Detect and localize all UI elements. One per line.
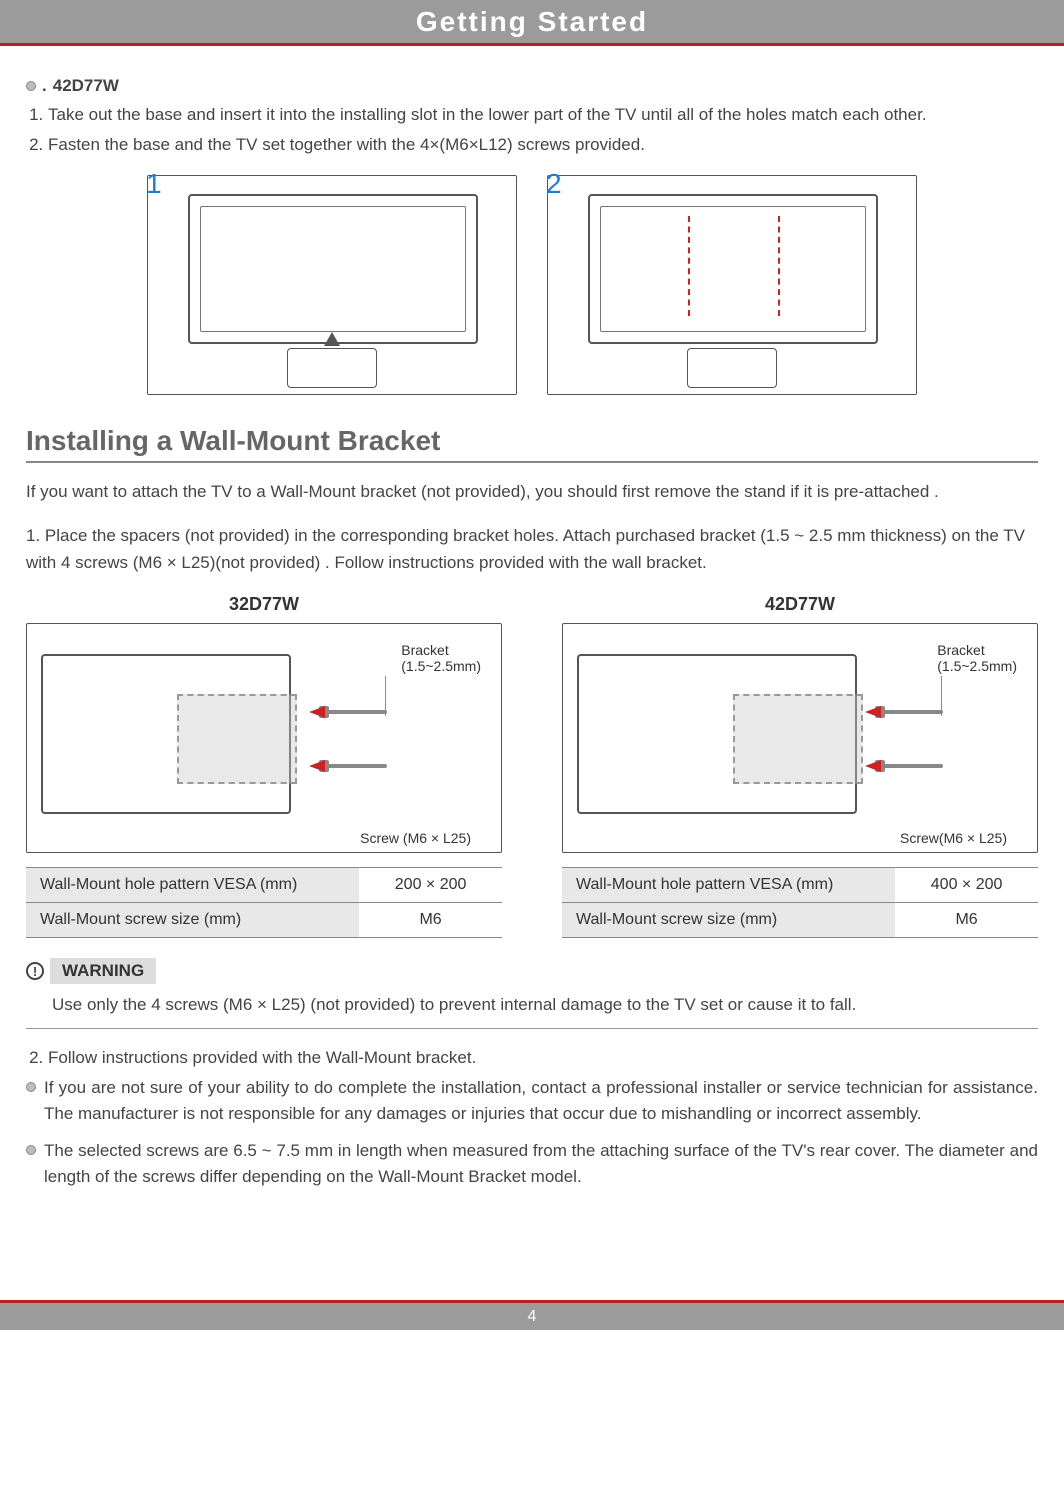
page-header: Getting Started <box>0 0 1064 46</box>
model-name: 42D77W <box>53 76 119 96</box>
bracket-callout: Bracket (1.5~2.5mm) <box>401 642 481 674</box>
bullet-paragraph: The selected screws are 6.5 ~ 7.5 mm in … <box>26 1138 1038 1191</box>
base-outline <box>687 348 777 388</box>
table-row: Wall-Mount screw size (mm) M6 <box>26 903 502 938</box>
warning-text: Use only the 4 screws (M6 × L25) (not pr… <box>52 992 1038 1018</box>
mount-model-title: 32D77W <box>26 594 502 615</box>
mount-model-title: 42D77W <box>562 594 1038 615</box>
screw-icon <box>327 764 387 768</box>
table-value: 400 × 200 <box>895 868 1038 903</box>
warning-icon: ! <box>26 962 44 980</box>
page-footer: 4 <box>0 1300 1064 1330</box>
tv-outline <box>588 194 878 344</box>
bracket-outline <box>733 694 863 784</box>
arrow-left-icon <box>309 706 325 718</box>
model-line: . 42D77W <box>26 76 1038 96</box>
screw-callout: Screw(M6 × L25) <box>900 830 1007 846</box>
table-label: Wall-Mount hole pattern VESA (mm) <box>26 868 359 903</box>
table-value: M6 <box>359 903 502 938</box>
tv-outline <box>188 194 478 344</box>
table-label: Wall-Mount screw size (mm) <box>562 903 895 938</box>
step-item: Take out the base and insert it into the… <box>48 102 1038 128</box>
arrow-up-icon <box>324 332 340 346</box>
page-content: . 42D77W Take out the base and insert it… <box>0 46 1064 1220</box>
step-item: Follow instructions provided with the Wa… <box>48 1045 1038 1071</box>
mount-figure: Bracket (1.5~2.5mm) Screw (M6 × L25) <box>26 623 502 853</box>
bullet-icon <box>26 1082 36 1092</box>
post-steps-list: Follow instructions provided with the Wa… <box>26 1045 1038 1071</box>
dashed-guide <box>778 216 780 316</box>
bullet-icon <box>26 1145 36 1155</box>
bullet-icon <box>26 81 36 91</box>
figure-number: 2 <box>546 168 562 200</box>
arrow-left-icon <box>309 760 325 772</box>
mount-figure: Bracket (1.5~2.5mm) Screw(M6 × L25) <box>562 623 1038 853</box>
warning-header: ! WARNING <box>26 958 1038 984</box>
table-value: M6 <box>895 903 1038 938</box>
mount-diagrams-row: 32D77W Bracket (1.5~2.5mm) Screw (M6 × L… <box>26 594 1038 938</box>
table-label: Wall-Mount hole pattern VESA (mm) <box>562 868 895 903</box>
wallmount-step1: 1. Place the spacers (not provided) in t… <box>26 523 1038 576</box>
vesa-table: Wall-Mount hole pattern VESA (mm) 400 × … <box>562 867 1038 938</box>
base-outline <box>287 348 377 388</box>
mount-col-32: 32D77W Bracket (1.5~2.5mm) Screw (M6 × L… <box>26 594 502 938</box>
figure-1: 1 <box>147 175 517 395</box>
section-heading: Installing a Wall-Mount Bracket <box>26 425 1038 463</box>
screw-callout: Screw (M6 × L25) <box>360 830 471 846</box>
screw-icon <box>327 710 387 714</box>
figure-2: 2 <box>547 175 917 395</box>
table-value: 200 × 200 <box>359 868 502 903</box>
table-row: Wall-Mount hole pattern VESA (mm) 400 × … <box>562 868 1038 903</box>
screw-icon <box>883 764 943 768</box>
arrow-left-icon <box>865 760 881 772</box>
bullet-text: The selected screws are 6.5 ~ 7.5 mm in … <box>44 1138 1038 1191</box>
page-number: 4 <box>528 1308 537 1326</box>
warning-label: WARNING <box>50 958 156 984</box>
bracket-outline <box>177 694 297 784</box>
table-row: Wall-Mount screw size (mm) M6 <box>562 903 1038 938</box>
screw-icon <box>883 710 943 714</box>
bracket-callout: Bracket (1.5~2.5mm) <box>937 642 1017 674</box>
vesa-table: Wall-Mount hole pattern VESA (mm) 200 × … <box>26 867 502 938</box>
arrow-left-icon <box>865 706 881 718</box>
figure-number: 1 <box>146 168 162 200</box>
mount-col-42: 42D77W Bracket (1.5~2.5mm) Screw(M6 × L2… <box>562 594 1038 938</box>
step-item: Fasten the base and the TV set together … <box>48 132 1038 158</box>
bullet-text: If you are not sure of your ability to d… <box>44 1075 1038 1128</box>
dashed-guide <box>688 216 690 316</box>
wallmount-intro: If you want to attach the TV to a Wall-M… <box>26 479 1038 505</box>
table-row: Wall-Mount hole pattern VESA (mm) 200 × … <box>26 868 502 903</box>
page-title: Getting Started <box>416 6 648 38</box>
install-figures-row: 1 2 <box>26 175 1038 395</box>
install-steps-list: Take out the base and insert it into the… <box>26 102 1038 157</box>
warning-block: ! WARNING Use only the 4 screws (M6 × L2… <box>26 958 1038 1029</box>
table-label: Wall-Mount screw size (mm) <box>26 903 359 938</box>
bullet-paragraph: If you are not sure of your ability to d… <box>26 1075 1038 1128</box>
